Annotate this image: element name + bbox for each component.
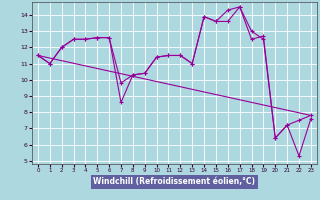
X-axis label: Windchill (Refroidissement éolien,°C): Windchill (Refroidissement éolien,°C) <box>93 177 255 186</box>
